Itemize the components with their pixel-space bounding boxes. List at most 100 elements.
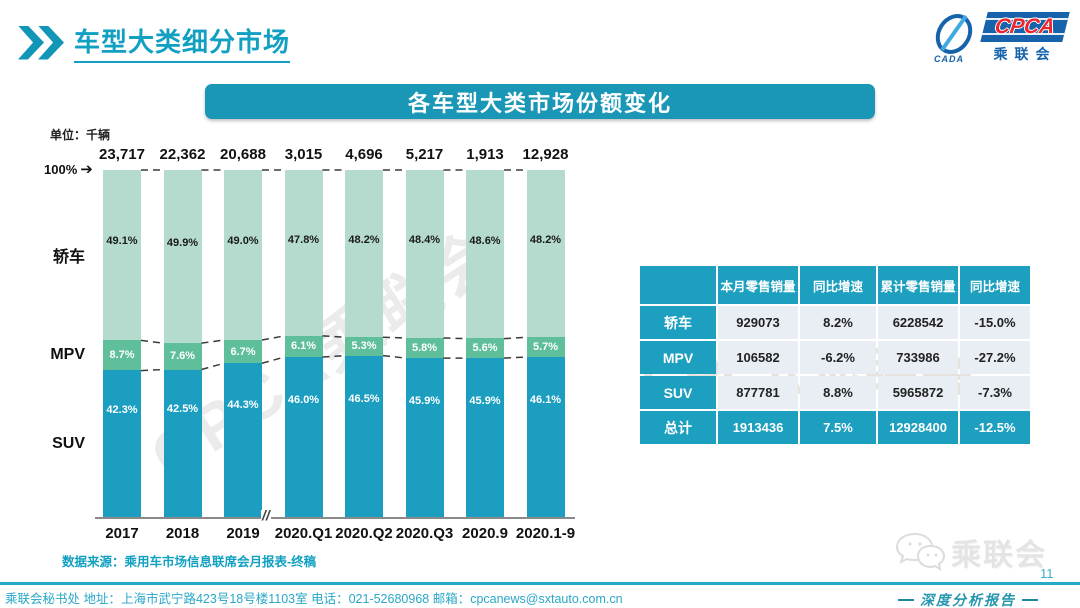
hundred-percent-label: 100% ➔ [44,160,93,178]
bar-total-label: 1,913 [466,146,504,163]
bar-segment-MPV: 5.7% [526,337,565,358]
table-header-cell: 本月零售销量 [718,266,798,304]
axis-break-mark: // [261,507,271,523]
table-cell: 106582 [718,341,798,374]
table-header-cell: 同比增速 [960,266,1030,304]
bar-segment-SUV: 46.5% [345,355,383,517]
segment-percent-label: 49.9% [166,236,199,249]
stacked-bar: 49.9% 7.6% 42.5% [163,170,202,517]
cada-label: CADA [934,54,964,64]
bar-total-label: 12,928 [522,146,569,163]
table-cell: -27.2% [960,341,1030,374]
segment-percent-label: 7.6% [169,350,196,363]
stacked-bar: 47.8% 6.1% 46.0% [284,170,323,517]
report-line-left [898,599,914,601]
cpca-label: CPCA [993,15,1057,38]
bar-segment-MPV: 6.1% [284,335,323,358]
emblem-swoosh-icon [935,14,973,54]
x-axis-label: 2020.Q2 [335,525,393,542]
segment-percent-label: 5.6% [472,342,498,355]
bar-total-label: 22,362 [159,146,206,163]
stacked-bar: 49.0% 6.7% 44.3% [224,170,262,517]
report-type-label: 深度分析报告 [898,590,1038,608]
stacked-bar: 48.2% 5.3% 46.5% [345,170,383,517]
wechat-logo: 乘联会 [893,530,1047,574]
logo-right: CPCA 乘联会 [980,12,1070,64]
table-cell: 7.5% [800,411,876,444]
table-header-cell: 累计零售销量 [878,266,958,304]
bar-total-label: 20,688 [220,146,266,163]
series-label-SUV: SUV [52,434,85,452]
series-label-轿车: 轿车 [52,249,85,267]
cpca-flag: CPCA [980,12,1070,42]
bar-segment-MPV: 8.7% [103,340,141,371]
bar-segment-轿车: 48.2% [526,170,565,338]
stacked-bar: 48.6% 5.6% 45.9% [466,170,504,517]
table-cell: -12.5% [960,411,1030,444]
bar-segment-SUV: 45.9% [405,357,444,517]
segment-percent-label: 5.8% [411,341,438,354]
bar-total-label: 23,717 [99,146,145,163]
bar-segment-轿车: 48.4% [405,170,444,338]
x-axis-label: 2018 [165,525,200,542]
bar-segment-轿车: 47.8% [284,170,323,336]
segment-percent-label: 5.3% [351,340,377,353]
cpca-emblem-icon: CADA [928,12,980,64]
bar-total-label: 3,015 [284,146,323,163]
x-axis-label: 2019 [226,525,260,542]
chart-banner-title: 各车型大类市场份额变化 [407,90,672,116]
series-label-MPV: MPV [50,346,85,364]
bar-total-label: 5,217 [405,146,444,163]
stacked-bar: 48.2% 5.7% 46.1% [526,170,565,517]
segment-percent-label: 6.1% [290,340,317,353]
table-cell: -15.0% [960,306,1030,339]
table-cell: 877781 [718,376,798,409]
segment-percent-label: 48.2% [529,234,562,247]
segment-percent-label: 46.1% [529,394,562,407]
segment-percent-label: 46.0% [287,394,320,407]
table-cell: -7.3% [960,376,1030,409]
bar-segment-SUV: 46.1% [526,357,565,517]
report-line-right [1022,599,1038,601]
sales-table: 本月零售销量 同比增速 累计零售销量 同比增速 轿车 929073 8.2% 6228542-… [640,266,1030,444]
segment-percent-label: 42.5% [166,403,199,416]
wechat-account-label: 乘联会 [951,539,1047,572]
stacked-bar-chart: 23,717 49.1% 8.7% 42.3% 2017 22,362 49.9% 7.6% 4… [50,146,585,546]
unit-label: 单位：千辆 [50,128,111,142]
segment-percent-label: 47.8% [287,233,320,246]
chevron-icon [18,25,44,60]
bar-segment-SUV: 42.3% [103,370,141,517]
bar-segment-MPV: 5.3% [345,337,383,356]
segment-percent-label: 5.7% [532,341,559,354]
footer-rule [0,582,1080,585]
x-axis-label: 2017 [105,525,139,542]
x-axis-label: 2020.1-9 [515,525,576,542]
header: 车型大类细分市场 [18,22,291,63]
bar-segment-轿车: 49.1% [103,170,141,341]
arrow-right-icon: ➔ [80,161,93,178]
segment-percent-label: 45.9% [469,394,501,407]
stacked-bar: 49.1% 8.7% 42.3% [103,170,141,517]
bar-segment-SUV: 45.9% [466,357,504,517]
bar-segment-轿车: 49.9% [163,170,202,344]
segment-percent-label: 45.9% [408,394,441,407]
segment-percent-label: 6.7% [230,345,256,358]
bar-segment-SUV: 42.5% [163,369,202,517]
report-type-text: 深度分析报告 [920,594,1016,608]
x-axis [95,517,575,519]
bar-segment-轿车: 49.0% [224,170,262,341]
bar-segment-MPV: 7.6% [163,343,202,370]
table-cell: 1913436 [718,411,798,444]
segment-percent-label: 8.7% [109,349,135,362]
hundred-percent-text: 100% [44,162,78,177]
segment-percent-label: 49.0% [227,235,259,248]
table-row-label: 轿车 [640,306,716,339]
table-cell: 5965872 [878,376,958,409]
segment-percent-label: 48.2% [348,234,380,247]
segment-percent-label: 42.3% [106,403,138,416]
x-axis-label: 2020.9 [462,525,508,542]
bar-segment-轿车: 48.6% [466,170,504,339]
bar-segment-SUV: 44.3% [224,363,262,517]
table-cell: 8.2% [800,306,876,339]
segment-percent-label: 48.6% [469,234,501,247]
